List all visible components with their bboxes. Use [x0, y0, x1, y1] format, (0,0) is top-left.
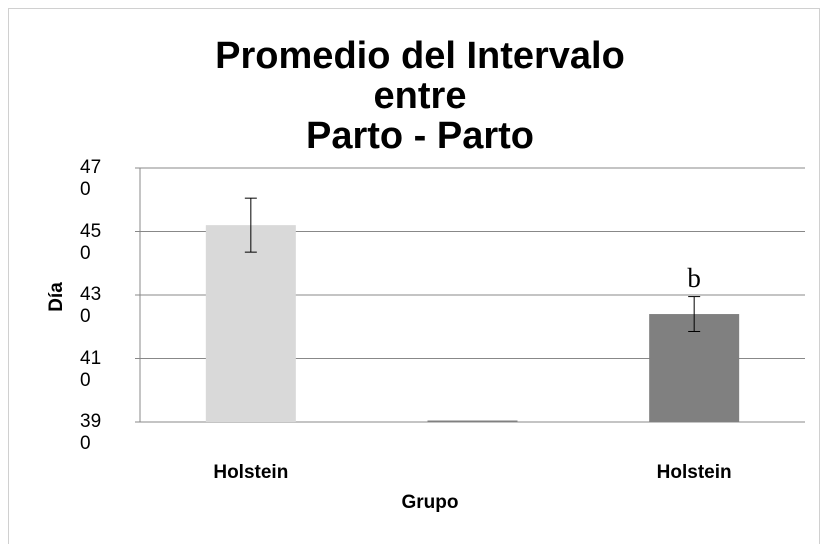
x-tick-label: Holstein: [656, 462, 732, 483]
y-tick-label: 410: [80, 347, 102, 391]
bar: [205, 225, 296, 422]
bar: [427, 420, 518, 422]
y-tick-label: 430: [80, 284, 102, 327]
bar-label: b: [687, 262, 701, 293]
y-tick-label: 470: [80, 157, 102, 200]
chart-frame: [8, 8, 820, 544]
y-axis-label: Día: [46, 282, 67, 312]
y-tick-label: 450: [80, 220, 102, 264]
y-tick-label: 390: [80, 411, 102, 454]
chart-title: Promedio del Intervalo entre Parto - Par…: [215, 35, 625, 157]
x-axis-label: Grupo: [401, 492, 459, 513]
bar: [649, 314, 740, 422]
x-tick-label: Holstein: [213, 462, 289, 483]
